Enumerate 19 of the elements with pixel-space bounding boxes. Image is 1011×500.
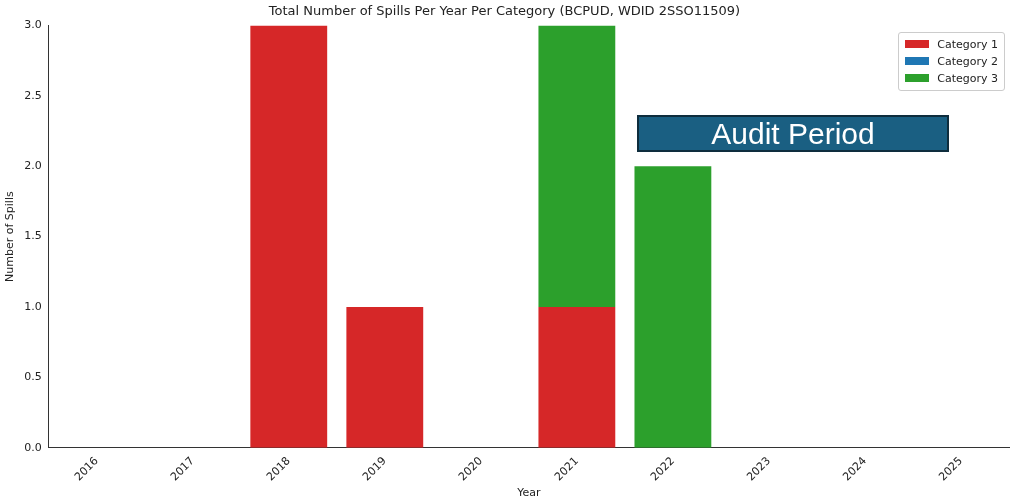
y-tick-label: 3.0 (24, 18, 42, 32)
y-tick-label: 2.0 (24, 159, 42, 173)
y-tick-label: 1.0 (24, 299, 42, 313)
label-box: Audit Period (637, 115, 949, 152)
y-tick-label: 0.0 (24, 440, 42, 454)
chart-title: Total Number of Spills Per Year Per Category (BCPUD, WDID 2SSO11509) (267, 3, 741, 19)
x-axis-title: Year (516, 486, 541, 500)
bar (250, 25, 328, 448)
bar (538, 25, 616, 307)
bar (538, 306, 616, 448)
y-tick-label: 1.5 (24, 229, 42, 243)
y-axis-title: Number of Spills (3, 191, 17, 282)
y-tick-label: 2.5 (24, 88, 42, 102)
legend-label: Category 3 (937, 71, 998, 85)
y-tick-label: 0.5 (24, 370, 42, 384)
bar (634, 166, 712, 448)
legend-label: Category 1 (937, 37, 998, 51)
bar (346, 306, 424, 448)
legend-label: Category 2 (937, 54, 998, 68)
